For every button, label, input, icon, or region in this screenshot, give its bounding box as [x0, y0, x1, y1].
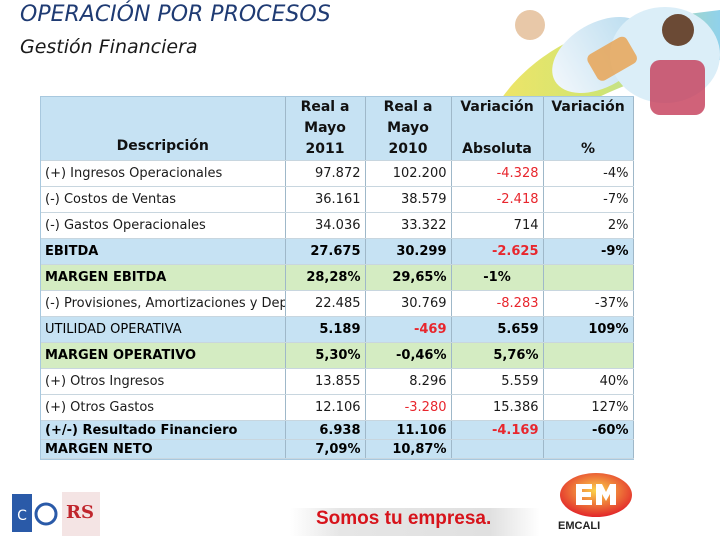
table-row: EBITDA 27.675 30.299 -2.625 -9%: [41, 238, 634, 265]
cell-value: -37%: [543, 290, 634, 317]
emcali-brand-text: EMCALI: [558, 520, 601, 532]
header-variacion-porcentaje: Variación %: [543, 97, 634, 161]
header-real-2010: Real a Mayo 2010: [365, 97, 452, 161]
cell-value: 127%: [543, 394, 634, 421]
cell-value: 12.106: [285, 394, 366, 421]
row-label: MARGEN OPERATIVO: [41, 342, 286, 369]
cell-value: -469: [365, 316, 452, 343]
row-label: (-) Costos de Ventas: [41, 186, 286, 213]
cell-value: -4.169: [451, 420, 544, 440]
cell-value: 6.938: [285, 420, 366, 440]
cell-value: 29,65%: [365, 264, 452, 291]
cell-value: 5.189: [285, 316, 366, 343]
slide-subtitle: Gestión Financiera: [20, 36, 198, 58]
row-label: (+) Otros Ingresos: [41, 368, 286, 395]
row-label: EBITDA: [41, 238, 286, 265]
table-row: MARGEN OPERATIVO 5,30% -0,46% 5,76%: [41, 342, 634, 369]
cell-value: 11.106: [365, 420, 452, 440]
table-row: (+/-) Resultado Financiero 6.938 11.106 …: [41, 420, 634, 440]
cell-value: 2%: [543, 212, 634, 239]
table-row: MARGEN NETO 7,09% 10,87%: [41, 439, 634, 459]
cell-value: -0,46%: [365, 342, 452, 369]
cell-value: 30.769: [365, 290, 452, 317]
cell-value: [543, 342, 634, 369]
cell-value: 8.296: [365, 368, 452, 395]
cell-value: 5,76%: [451, 342, 544, 369]
cell-value: 15.386: [451, 394, 544, 421]
cell-value: -2.625: [451, 238, 544, 265]
cell-value: 36.161: [285, 186, 366, 213]
cell-value: 13.855: [285, 368, 366, 395]
table-row: (+) Otros Ingresos 13.855 8.296 5.559 40…: [41, 368, 634, 395]
table-row: MARGEN EBITDA 28,28% 29,65% -1%: [41, 264, 634, 291]
cell-value: -8.283: [451, 290, 544, 317]
svg-text:C: C: [17, 508, 27, 524]
cell-value: 97.872: [285, 160, 366, 187]
cell-value: 5,30%: [285, 342, 366, 369]
table-row: (-) Gastos Operacionales 34.036 33.322 7…: [41, 212, 634, 239]
row-label: (-) Gastos Operacionales: [41, 212, 286, 239]
row-label: MARGEN NETO: [41, 439, 286, 459]
row-label: (+) Ingresos Operacionales: [41, 160, 286, 187]
table-row: (-) Costos de Ventas 36.161 38.579 -2.41…: [41, 186, 634, 213]
row-label: (+) Otros Gastos: [41, 394, 286, 421]
cell-value: -1%: [451, 264, 544, 291]
cell-value: [451, 439, 544, 459]
cell-value: -4.328: [451, 160, 544, 187]
footer: Somos tu empresa.: [0, 470, 720, 540]
header-variacion-absoluta: Variación Absoluta: [451, 97, 544, 161]
cell-value: 28,28%: [285, 264, 366, 291]
cell-value: -60%: [543, 420, 634, 440]
row-label: MARGEN EBITDA: [41, 264, 286, 291]
cell-value: [543, 264, 634, 291]
emcali-logo-icon: [560, 473, 632, 517]
row-label: (-) Provisiones, Amortizaciones y Deprec…: [41, 290, 286, 317]
cell-value: 5.659: [451, 316, 544, 343]
cell-value: 34.036: [285, 212, 366, 239]
cell-value: 27.675: [285, 238, 366, 265]
header-description: Descripción: [41, 97, 286, 161]
cell-value: 109%: [543, 316, 634, 343]
cell-value: 30.299: [365, 238, 452, 265]
cell-value: -9%: [543, 238, 634, 265]
certification-logo-icon: C: [12, 494, 58, 532]
cell-value: 38.579: [365, 186, 452, 213]
table-row: (-) Provisiones, Amortizaciones y Deprec…: [41, 290, 634, 317]
slide-title: OPERACIÓN POR PROCESOS: [20, 2, 331, 27]
cell-value: -2.418: [451, 186, 544, 213]
cell-value: 10,87%: [365, 439, 452, 459]
cell-value: 22.485: [285, 290, 366, 317]
row-label: UTILIDAD OPERATIVA: [41, 316, 286, 343]
footer-bar: [290, 508, 540, 536]
cell-value: -4%: [543, 160, 634, 187]
header-real-2011: Real a Mayo 2011: [285, 97, 366, 161]
table-row: (+) Ingresos Operacionales 97.872 102.20…: [41, 160, 634, 187]
row-label: (+/-) Resultado Financiero: [41, 420, 286, 440]
table-row: UTILIDAD OPERATIVA 5.189 -469 5.659 109%: [41, 316, 634, 343]
cell-value: 102.200: [365, 160, 452, 187]
cell-value: [543, 439, 634, 459]
cell-value: 714: [451, 212, 544, 239]
rs-logo-text: RS: [66, 502, 94, 523]
cell-value: 7,09%: [285, 439, 366, 459]
cell-value: 40%: [543, 368, 634, 395]
responsabilidad-social-logo-icon: [62, 492, 100, 536]
cell-value: -7%: [543, 186, 634, 213]
cell-value: 5.559: [451, 368, 544, 395]
footer-slogan: Somos tu empresa.: [316, 508, 492, 529]
financial-table: Descripción Real a Mayo 2011 Real a Mayo…: [40, 96, 634, 460]
cell-value: 33.322: [365, 212, 452, 239]
cell-value: -3.280: [365, 394, 452, 421]
table-row: (+) Otros Gastos 12.106 -3.280 15.386 12…: [41, 394, 634, 421]
